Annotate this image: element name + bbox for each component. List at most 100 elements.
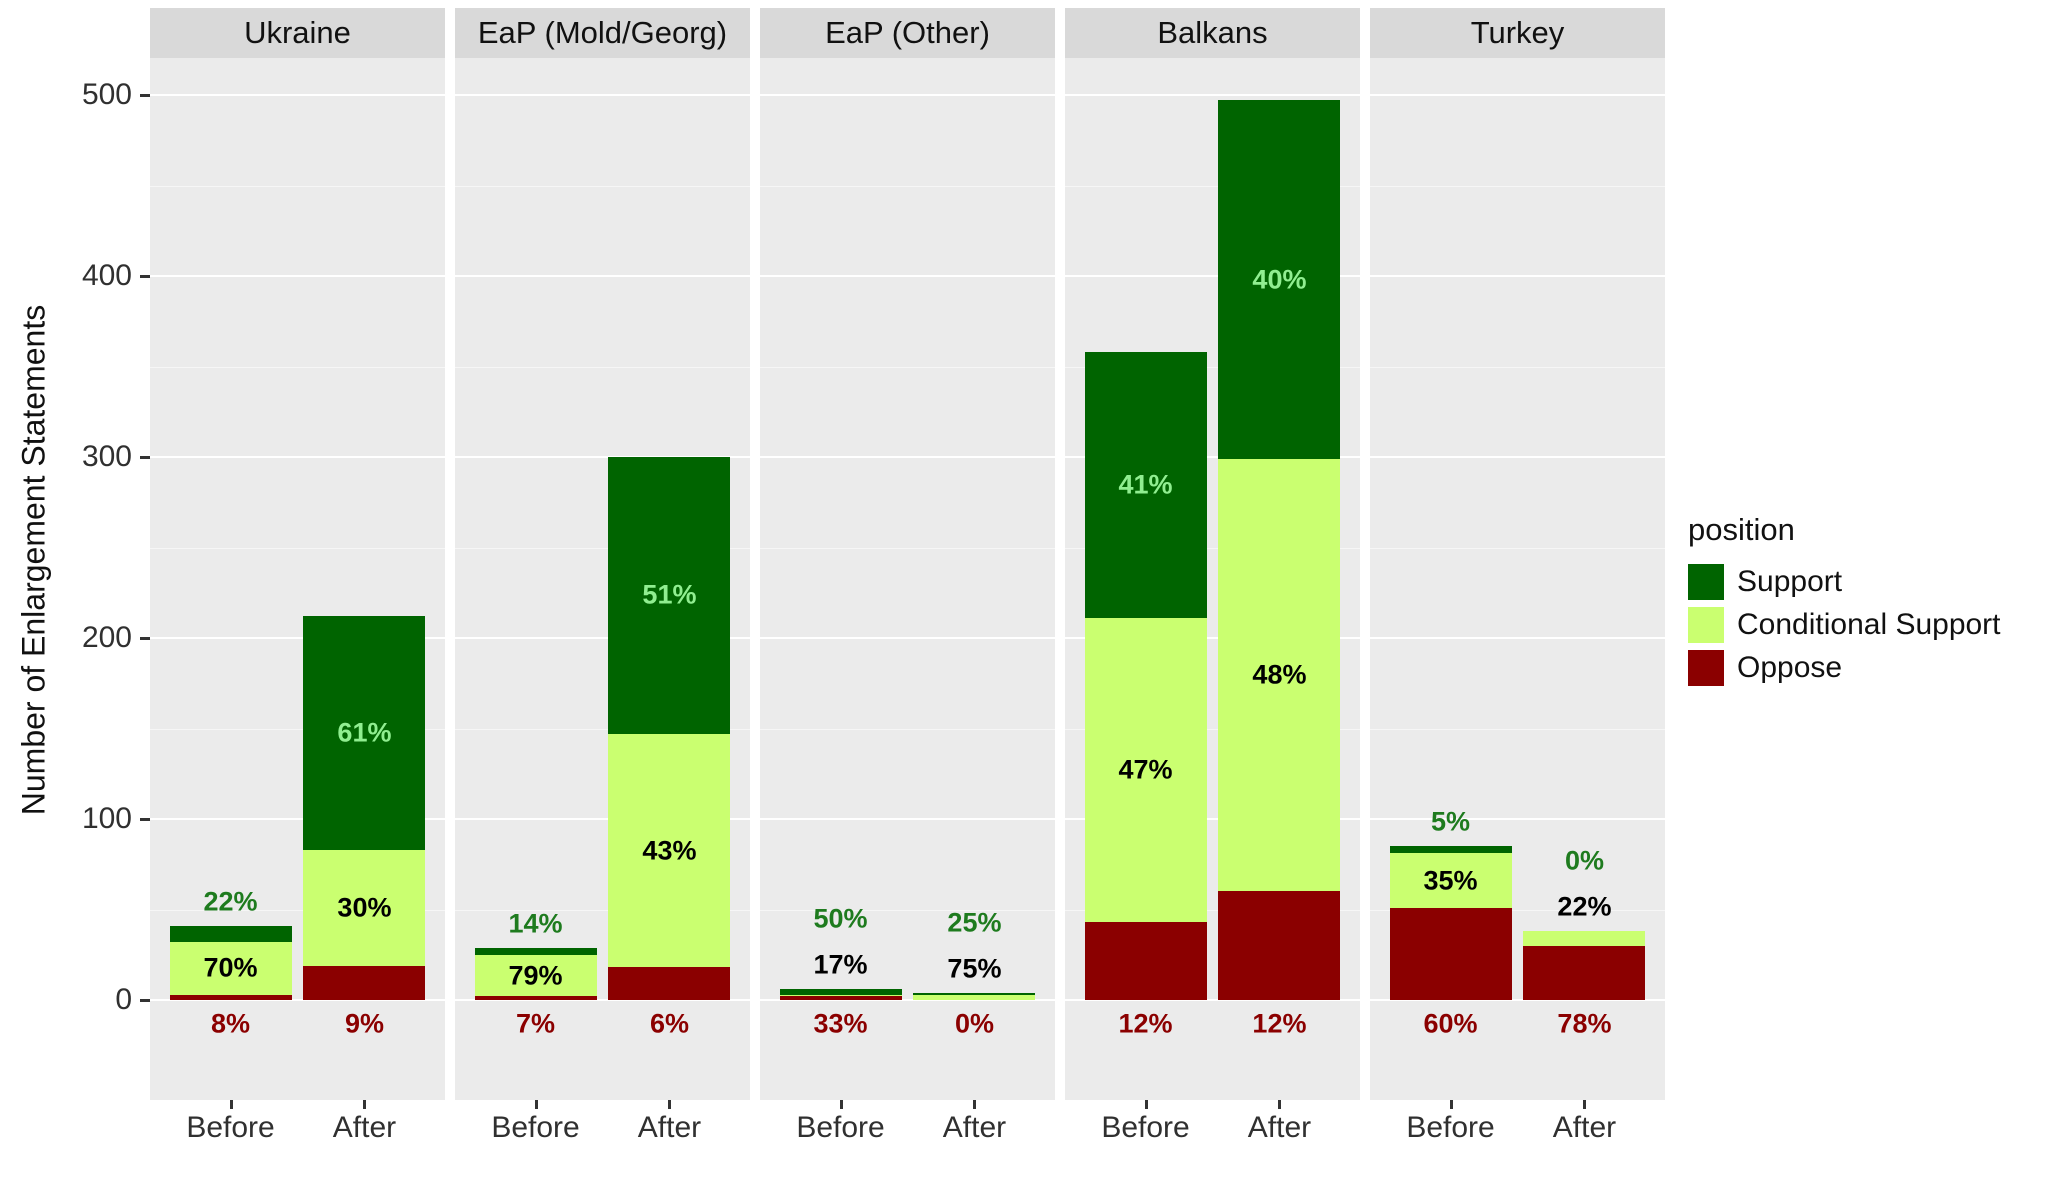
- y-axis-tick-mark: [140, 275, 150, 278]
- gridline-major: [1065, 275, 1360, 277]
- gridline-minor: [150, 366, 445, 368]
- bar-segment-conditional: [1523, 931, 1646, 946]
- segment-label-support: 5%: [1431, 806, 1471, 837]
- gridline-minor: [455, 366, 750, 368]
- segment-label-conditional: 70%: [203, 952, 258, 983]
- facet-strip: EaP (Other): [760, 8, 1055, 58]
- bar-segment-conditional: [303, 849, 426, 966]
- gridline-major: [1065, 999, 1360, 1001]
- facet-strip: Turkey: [1370, 8, 1665, 58]
- facet-panel: 12% 47% 41% 12% 48% 40%: [1065, 58, 1360, 1100]
- gridline-major: [1370, 275, 1665, 277]
- gridline-major: [760, 456, 1055, 458]
- legend-item-label: Support: [1737, 565, 1843, 598]
- bar-segment-support: [608, 457, 731, 734]
- legend: position Support Conditional Support Oppos…: [1688, 512, 2001, 693]
- y-axis-tick-mark: [140, 818, 150, 821]
- gridline-major: [150, 456, 445, 458]
- gridline-minor: [760, 909, 1055, 911]
- gridline-major: [1370, 456, 1665, 458]
- bar-segment-support: [1084, 352, 1207, 619]
- gridline-major: [1065, 94, 1360, 96]
- gridline-minor: [150, 185, 445, 187]
- x-axis-tick-mark: [1449, 1100, 1453, 1109]
- segment-label-conditional: 43%: [642, 835, 697, 866]
- segment-label-oppose: 7%: [516, 1008, 556, 1039]
- gridline-major: [1370, 999, 1665, 1001]
- gridline-major: [1370, 637, 1665, 639]
- gridline-minor: [455, 909, 750, 911]
- segment-label-support: 0%: [1564, 845, 1604, 876]
- segment-label-conditional: 79%: [508, 960, 563, 991]
- gridline-major: [1065, 456, 1360, 458]
- x-axis-tick-mark: [839, 1100, 843, 1109]
- gridline-major: [1065, 637, 1360, 639]
- bar-segment-conditional: [1218, 458, 1341, 892]
- gridline-major: [760, 275, 1055, 277]
- bar-segment-oppose: [169, 994, 292, 1000]
- facet-panel: 8% 70% 22% 9% 30% 61%: [150, 58, 445, 1100]
- facet-title: Turkey: [1470, 15, 1565, 50]
- x-category-label: Before: [491, 1111, 580, 1144]
- gridline-minor: [455, 547, 750, 549]
- gridline-minor: [1370, 909, 1665, 911]
- y-axis-tick-mark: [140, 456, 150, 459]
- segment-label-conditional: 17%: [813, 949, 868, 980]
- legend-swatch-oppose: [1688, 650, 1724, 686]
- segment-label-support: 50%: [813, 903, 868, 934]
- segment-label-oppose: 12%: [1118, 1008, 1173, 1039]
- bar-segment-support: [474, 947, 597, 955]
- gridline-major: [455, 456, 750, 458]
- segment-label-conditional: 35%: [1423, 865, 1478, 896]
- bar-segment-oppose: [1084, 922, 1207, 1000]
- y-axis-tick-label: 0: [115, 983, 132, 1016]
- gridline-major: [1370, 94, 1665, 96]
- gridline-major: [455, 275, 750, 277]
- segment-label-oppose: 8%: [211, 1008, 251, 1039]
- bar-segment-conditional: [169, 942, 292, 995]
- gridline-minor: [760, 185, 1055, 187]
- segment-label-oppose: 33%: [813, 1008, 868, 1039]
- facet-title: Balkans: [1157, 15, 1268, 50]
- bar-segment-conditional: [608, 733, 731, 968]
- bar-segment-support: [913, 992, 1036, 995]
- gridline-major: [150, 94, 445, 96]
- facet-strip: Balkans: [1065, 8, 1360, 58]
- facet-title: EaP (Other): [825, 15, 990, 50]
- x-axis-tick-mark: [1144, 1100, 1148, 1109]
- segment-label-support: 22%: [203, 886, 258, 917]
- legend-item: Support: [1688, 564, 2001, 600]
- gridline-major: [455, 818, 750, 820]
- x-category-label: After: [942, 1111, 1007, 1144]
- facet-panel: 7% 79% 14% 6% 43% 51%: [455, 58, 750, 1100]
- facet-strip: EaP (Mold/Georg): [455, 8, 750, 58]
- segment-label-support: 51%: [642, 579, 697, 610]
- legend-item-label: Conditional Support: [1737, 608, 2001, 641]
- segment-label-conditional: 75%: [947, 953, 1002, 984]
- bar-segment-oppose: [303, 965, 426, 1000]
- gridline-major: [1065, 818, 1360, 820]
- x-axis-tick-mark: [1583, 1100, 1587, 1109]
- gridline-minor: [1370, 547, 1665, 549]
- y-axis-tick-label: 400: [81, 259, 132, 292]
- segment-label-conditional: 22%: [1557, 891, 1612, 922]
- y-axis-tick-label: 100: [81, 802, 132, 835]
- gridline-minor: [455, 728, 750, 730]
- x-category-label: After: [332, 1111, 397, 1144]
- bar-segment-oppose: [779, 996, 902, 1000]
- segment-label-support: 40%: [1252, 264, 1307, 295]
- segment-label-oppose: 6%: [649, 1008, 689, 1039]
- x-category-label: Before: [796, 1111, 885, 1144]
- facet-title: EaP (Mold/Georg): [477, 15, 728, 50]
- gridline-minor: [1065, 909, 1360, 911]
- legend-swatch-conditional: [1688, 607, 1724, 643]
- gridline-major: [455, 637, 750, 639]
- legend-swatch-support: [1688, 564, 1724, 600]
- gridline-minor: [455, 185, 750, 187]
- x-category-label: Before: [1101, 1111, 1190, 1144]
- gridline-minor: [150, 909, 445, 911]
- facet-strip: Ukraine: [150, 8, 445, 58]
- legend-item-label: Oppose: [1737, 651, 1843, 684]
- bar-segment-oppose: [474, 996, 597, 1000]
